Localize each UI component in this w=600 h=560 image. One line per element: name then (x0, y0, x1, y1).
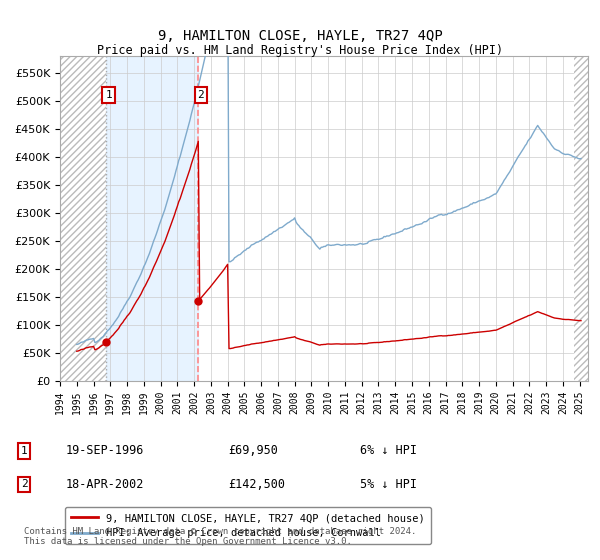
Text: Price paid vs. HM Land Registry's House Price Index (HPI): Price paid vs. HM Land Registry's House … (97, 44, 503, 57)
Text: Contains HM Land Registry data © Crown copyright and database right 2024.
This d: Contains HM Land Registry data © Crown c… (24, 526, 416, 546)
Text: 1: 1 (105, 90, 112, 100)
Text: 6% ↓ HPI: 6% ↓ HPI (360, 444, 417, 458)
Text: 9, HAMILTON CLOSE, HAYLE, TR27 4QP: 9, HAMILTON CLOSE, HAYLE, TR27 4QP (158, 29, 442, 44)
Text: 19-SEP-1996: 19-SEP-1996 (66, 444, 145, 458)
Legend: 9, HAMILTON CLOSE, HAYLE, TR27 4QP (detached house), HPI: Average price, detache: 9, HAMILTON CLOSE, HAYLE, TR27 4QP (deta… (65, 507, 431, 544)
Bar (574, 56, 588, 381)
Text: 18-APR-2002: 18-APR-2002 (66, 478, 145, 491)
Text: 2: 2 (197, 90, 204, 100)
Text: £69,950: £69,950 (228, 444, 278, 458)
Bar (60, 56, 106, 381)
Text: £142,500: £142,500 (228, 478, 285, 491)
Bar (106, 56, 198, 381)
Text: 2: 2 (20, 479, 28, 489)
Text: 1: 1 (20, 446, 28, 456)
Text: 5% ↓ HPI: 5% ↓ HPI (360, 478, 417, 491)
